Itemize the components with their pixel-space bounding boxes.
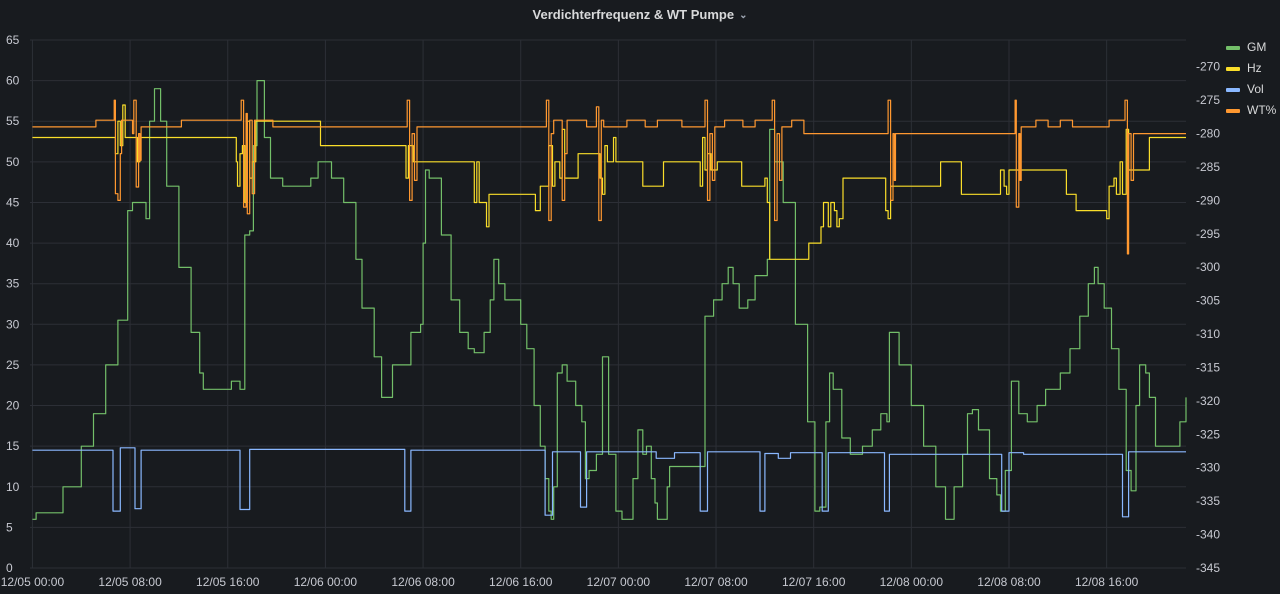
y-right-tick-label: -345	[1196, 561, 1220, 575]
series-line-vol	[32, 447, 1186, 518]
chart-grid	[30, 39, 1186, 569]
legend-label: GM	[1247, 40, 1266, 54]
y-left-tick-label: 50	[6, 155, 20, 169]
x-tick-label: 12/07 00:00	[587, 575, 651, 589]
legend-label: Vol	[1247, 82, 1264, 96]
x-tick-label: 12/07 08:00	[684, 575, 748, 589]
y-right-tick-label: -285	[1196, 160, 1220, 174]
x-tick-label: 12/07 16:00	[782, 575, 846, 589]
legend-label: WT%	[1247, 103, 1277, 117]
x-tick-label: 12/05 16:00	[196, 575, 260, 589]
y-right-tick-label: -340	[1196, 528, 1220, 542]
y-left-tick-label: 40	[6, 236, 20, 250]
y-right-tick-label: -310	[1196, 327, 1220, 341]
y-right-tick-label: -290	[1196, 193, 1220, 207]
x-tick-label: 12/06 00:00	[294, 575, 358, 589]
legend-swatch	[1226, 46, 1240, 50]
x-tick-label: 12/08 00:00	[880, 575, 944, 589]
y-right-tick-label: -335	[1196, 494, 1220, 508]
chevron-down-icon: ⌄	[739, 10, 748, 21]
y-left-tick-label: 45	[6, 195, 20, 209]
y-left-tick-label: 65	[6, 33, 20, 47]
panel-title-menu[interactable]: Verdichterfrequenz & WT Pumpe ⌄	[0, 7, 1280, 22]
series-line-wtpct	[32, 99, 1186, 255]
y-left-tick-label: 55	[6, 114, 20, 128]
legend: GM Hz Vol WT%	[1226, 40, 1277, 117]
series-line-hz	[32, 104, 1186, 260]
legend-swatch	[1226, 67, 1240, 71]
x-tick-label: 12/05 00:00	[1, 575, 65, 589]
y-left-tick-label: 0	[6, 561, 13, 575]
y-left-tick-label: 25	[6, 358, 20, 372]
y-left-tick-label: 15	[6, 439, 20, 453]
legend-swatch	[1226, 88, 1240, 92]
x-tick-label: 12/05 08:00	[98, 575, 162, 589]
y-right-tick-label: -330	[1196, 461, 1220, 475]
y-right-tick-label: -275	[1196, 93, 1220, 107]
left-axis-ticks: 0 5 10 15 20 25 30 35 40 45 50 55 60 65	[6, 33, 20, 575]
x-axis-ticks: 12/05 00:00 12/05 08:00 12/05 16:00 12/06 0…	[1, 575, 1139, 589]
y-right-tick-label: -270	[1196, 60, 1220, 74]
series-line-gm	[32, 80, 1187, 520]
right-axis-ticks: -270 -275 -280 -285 -290 -295 -300 -305 -310 -315…	[1196, 60, 1220, 575]
x-tick-label: 12/08 16:00	[1075, 575, 1139, 589]
y-left-tick-label: 10	[6, 480, 20, 494]
x-tick-label: 12/06 08:00	[391, 575, 455, 589]
legend-label: Hz	[1247, 61, 1262, 75]
legend-swatch	[1226, 109, 1240, 113]
y-left-tick-label: 20	[6, 399, 20, 413]
y-right-tick-label: -295	[1196, 227, 1220, 241]
y-right-tick-label: -280	[1196, 127, 1220, 141]
y-right-tick-label: -320	[1196, 394, 1220, 408]
y-right-tick-label: -315	[1196, 360, 1220, 374]
series-lines	[32, 80, 1187, 520]
y-right-tick-label: -300	[1196, 260, 1220, 274]
panel-title: Verdichterfrequenz & WT Pumpe	[532, 7, 735, 22]
y-left-tick-label: 60	[6, 74, 20, 88]
x-tick-label: 12/06 16:00	[489, 575, 553, 589]
y-right-tick-label: -305	[1196, 294, 1220, 308]
y-left-tick-label: 35	[6, 277, 20, 291]
y-right-tick-label: -325	[1196, 427, 1220, 441]
y-left-tick-label: 5	[6, 520, 13, 534]
y-left-tick-label: 30	[6, 317, 20, 331]
x-tick-label: 12/08 08:00	[977, 575, 1041, 589]
